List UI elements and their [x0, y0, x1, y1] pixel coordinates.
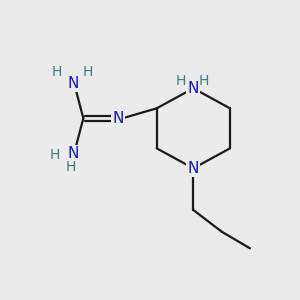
- Text: H: H: [176, 74, 186, 88]
- Text: H: H: [50, 148, 60, 162]
- Text: N: N: [112, 111, 124, 126]
- Text: N: N: [68, 76, 79, 91]
- Text: H: H: [82, 65, 92, 79]
- Text: N: N: [188, 161, 199, 176]
- Text: H: H: [52, 65, 62, 79]
- Text: H: H: [65, 160, 76, 174]
- Text: N: N: [68, 146, 79, 161]
- Text: N: N: [188, 81, 199, 96]
- Text: H: H: [199, 74, 209, 88]
